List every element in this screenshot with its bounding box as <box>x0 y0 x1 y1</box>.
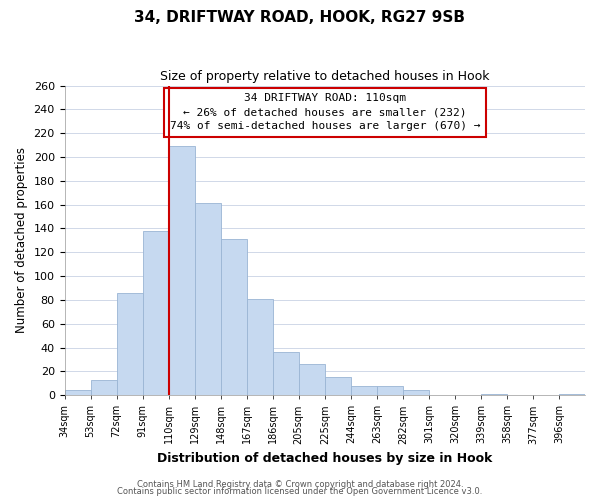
Bar <box>65 390 91 395</box>
Text: 34, DRIFTWAY ROAD, HOOK, RG27 9SB: 34, DRIFTWAY ROAD, HOOK, RG27 9SB <box>134 10 466 25</box>
Bar <box>91 380 116 395</box>
Bar <box>481 394 507 395</box>
Bar <box>299 364 325 395</box>
Bar <box>325 378 351 395</box>
Bar <box>247 298 273 395</box>
Bar <box>194 204 221 395</box>
Bar <box>377 386 403 395</box>
Title: Size of property relative to detached houses in Hook: Size of property relative to detached ho… <box>160 70 490 83</box>
Bar <box>273 352 299 395</box>
Bar <box>169 146 194 395</box>
Bar <box>221 239 247 395</box>
Bar <box>143 231 169 395</box>
Text: Contains public sector information licensed under the Open Government Licence v3: Contains public sector information licen… <box>118 487 482 496</box>
Text: Contains HM Land Registry data © Crown copyright and database right 2024.: Contains HM Land Registry data © Crown c… <box>137 480 463 489</box>
Bar <box>351 386 377 395</box>
Bar <box>116 292 143 395</box>
Bar <box>403 390 429 395</box>
Text: 34 DRIFTWAY ROAD: 110sqm
← 26% of detached houses are smaller (232)
74% of semi-: 34 DRIFTWAY ROAD: 110sqm ← 26% of detach… <box>170 94 480 132</box>
Bar <box>559 394 585 395</box>
Y-axis label: Number of detached properties: Number of detached properties <box>15 148 28 334</box>
X-axis label: Distribution of detached houses by size in Hook: Distribution of detached houses by size … <box>157 452 493 465</box>
